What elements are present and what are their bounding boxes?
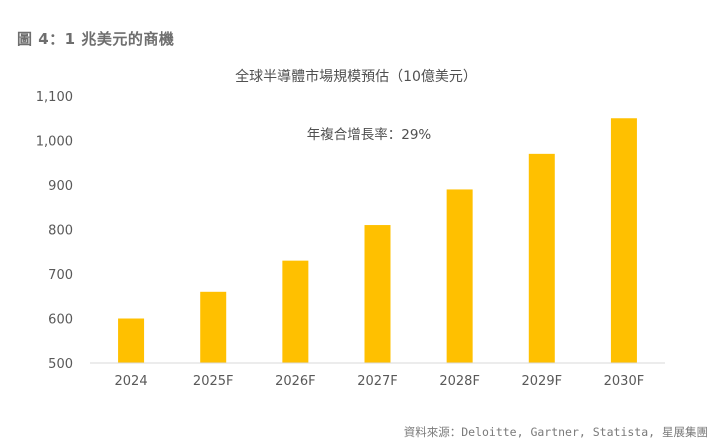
bar-2029f [528,153,555,363]
figure-title: 圖 4：1 兆美元的商機 [17,30,175,48]
y-tick-label: 1,100 [36,90,73,105]
bar-2026f [282,260,309,363]
y-tick-label: 700 [48,268,73,283]
x-axis: 2024 2025F 2026F 2027F 2028F 2029F 2030F [115,374,645,389]
chart-annotation: 年複合增長率：29% [307,126,432,143]
x-tick-label: 2030F [604,374,645,389]
x-tick-label: 2027F [357,374,398,389]
y-tick-label: 900 [48,179,73,194]
y-tick-label: 800 [48,224,73,239]
x-tick-label: 2028F [439,374,480,389]
bar-2027f [364,225,391,363]
x-tick-label: 2029F [522,374,563,389]
y-tick-label: 1,000 [36,135,73,150]
x-tick-label: 2024 [115,374,148,389]
bar-2030f [610,118,637,363]
y-tick-label: 500 [48,357,73,372]
y-tick-label: 600 [48,313,73,328]
chart-title: 全球半導體市場規模預估（10億美元） [235,68,477,85]
source-note: 資料來源：Deloitte, Gartner, Statista, 星展集團 [403,425,708,439]
bars [118,118,637,363]
bar-2025f [200,291,227,363]
x-tick-label: 2025F [193,374,234,389]
y-axis: 500 600 700 800 900 1,000 1,100 [36,90,73,372]
bar-2024 [118,318,145,363]
bar-2028f [446,189,473,363]
x-tick-label: 2026F [275,374,316,389]
